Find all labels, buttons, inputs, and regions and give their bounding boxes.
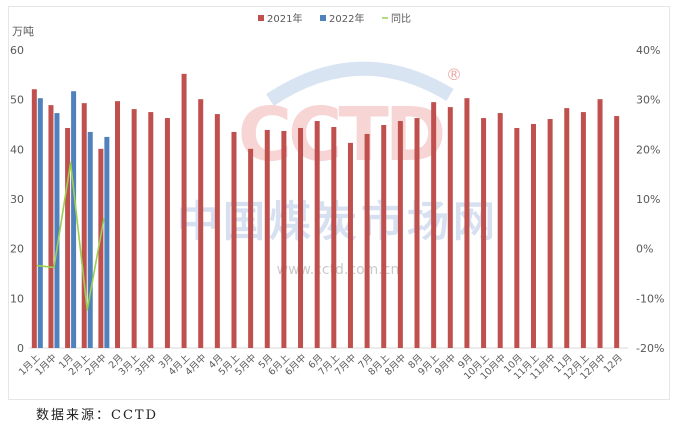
bar-2021年	[48, 105, 54, 348]
bar-2021年	[547, 119, 553, 348]
bar-2021年	[530, 124, 536, 349]
y2-tick-label: 30%	[636, 94, 660, 107]
watermark-logo: CCTD	[238, 92, 443, 178]
point-yoy	[69, 161, 72, 164]
bar-2021年	[464, 98, 470, 348]
y-tick-label: 60	[10, 44, 24, 57]
registered-mark: ®	[446, 65, 462, 84]
bar-2022年	[104, 136, 110, 348]
y2-tick-label: 0%	[636, 243, 653, 256]
legend-swatch	[320, 15, 326, 21]
bar-2022年	[71, 91, 77, 349]
bar-2021年	[481, 118, 487, 348]
bar-2021年	[148, 112, 154, 348]
line-yoy	[37, 162, 105, 310]
bar-2021年	[331, 126, 337, 348]
y-tick-label: 0	[17, 342, 24, 355]
y-axis-unit: 万吨	[12, 25, 34, 38]
bar-2021年	[580, 112, 586, 348]
y2-tick-label: -10%	[636, 292, 664, 305]
bar-2021年	[614, 116, 620, 348]
y2-tick-label: 40%	[636, 44, 660, 57]
point-yoy	[36, 264, 39, 267]
y-tick-label: 20	[10, 243, 24, 256]
bar-2021年	[214, 114, 220, 348]
bar-2021年	[164, 118, 170, 348]
bar-2021年	[564, 108, 570, 348]
bar-2021年	[98, 148, 104, 348]
y-tick-label: 40	[10, 143, 24, 156]
bar-2021年	[314, 121, 320, 348]
y2-tick-label: 20%	[636, 143, 660, 156]
legend-swatch	[258, 15, 264, 21]
bar-2021年	[31, 89, 37, 348]
bar-2021年	[264, 129, 270, 348]
bar-2022年	[54, 113, 60, 349]
bar-2021年	[81, 103, 87, 348]
bar-2021年	[447, 107, 453, 348]
bar-2022年	[87, 131, 93, 348]
bar-2021年	[65, 127, 71, 348]
legend-label: 2022年	[329, 12, 364, 25]
bar-2021年	[198, 99, 204, 348]
bar-2021年	[397, 121, 403, 348]
watermark-url: www.cctd.com.cn	[277, 262, 400, 278]
legend-label: 同比	[391, 13, 411, 25]
bar-2022年	[37, 98, 43, 348]
bar-2021年	[231, 131, 237, 348]
legend-label: 2021年	[267, 12, 302, 25]
point-yoy	[103, 218, 105, 220]
bar-2021年	[115, 101, 121, 348]
bar-2021年	[347, 142, 353, 348]
bar-2021年	[414, 118, 420, 348]
bar-2021年	[131, 109, 137, 348]
y2-tick-label: -20%	[636, 342, 664, 355]
bar-2021年	[181, 73, 187, 348]
y-tick-label: 10	[10, 292, 24, 305]
point-yoy	[86, 308, 89, 311]
x-tick-label: 12月	[602, 352, 625, 375]
bar-2021年	[597, 99, 603, 348]
watermark-swoosh	[266, 61, 454, 106]
source-note: 数据来源：CCTD	[36, 408, 158, 423]
y-tick-label: 30	[10, 193, 24, 206]
point-yoy	[53, 266, 55, 269]
bar-2021年	[514, 127, 520, 348]
bar-2021年	[381, 124, 387, 348]
bar-2021年	[431, 102, 437, 349]
bar-2021年	[281, 130, 287, 348]
bar-2021年	[248, 148, 254, 348]
y-tick-label: 50	[10, 94, 24, 107]
bar-2021年	[298, 127, 304, 348]
y2-tick-label: 10%	[636, 193, 660, 206]
bar-2021年	[364, 133, 370, 348]
bar-2021年	[497, 113, 503, 349]
